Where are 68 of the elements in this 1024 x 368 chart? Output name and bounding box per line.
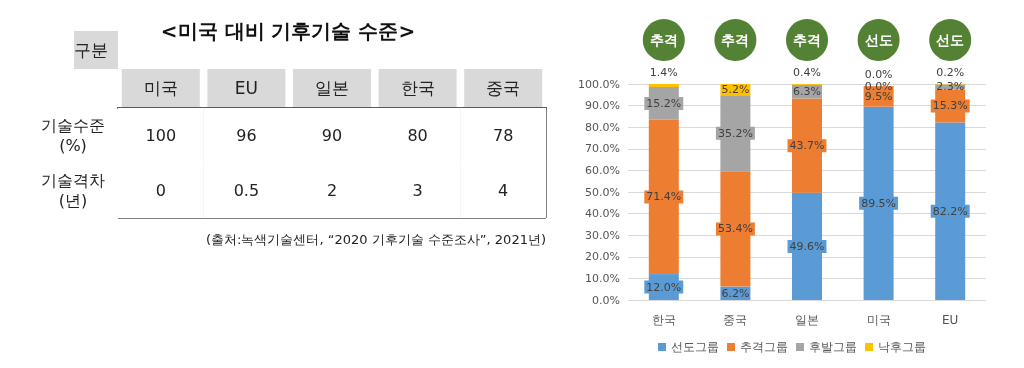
- data-label: 6.2%: [721, 286, 750, 300]
- data-label: 12.0%: [646, 280, 682, 294]
- bar: [935, 122, 966, 300]
- legend-label: 선도그룹: [671, 340, 719, 354]
- data-label: 100: [145, 126, 177, 145]
- bar: [648, 119, 679, 275]
- text: 추격: [721, 32, 750, 48]
- data-label: 43.7%: [789, 139, 825, 153]
- legend-label: 추격그룹: [740, 340, 788, 354]
- y-tick-label: 0.0%: [592, 293, 620, 307]
- data-label: 90: [321, 126, 343, 145]
- text: 선도: [936, 32, 965, 48]
- x-tick-label: 중국: [723, 313, 748, 327]
- data-label: 4: [498, 181, 509, 200]
- y-tick-label: 100.0%: [578, 77, 620, 91]
- data-label: 53.4%: [717, 222, 753, 236]
- bar: [863, 106, 894, 300]
- data-label: 0.5: [233, 181, 260, 200]
- y-tick-label: 90.0%: [585, 99, 620, 113]
- data-label: 0.2%: [936, 66, 965, 79]
- data-label: 0.4%: [793, 66, 821, 79]
- data-label: 6.3%: [793, 85, 821, 99]
- data-label: 1.4%: [649, 66, 678, 79]
- y-tick-label: 30.0%: [585, 228, 620, 242]
- data-label: 78: [493, 126, 514, 145]
- x-tick-label: 한국: [651, 313, 676, 327]
- data-label: 2: [326, 181, 338, 200]
- legend-label: 낙후그룹: [878, 340, 926, 354]
- data-label: 0.0%: [864, 68, 893, 82]
- y-tick-label: 기술격차 (년): [41, 171, 105, 210]
- y-tick-label: 50.0%: [585, 185, 620, 199]
- x-tick-label: EU: [942, 313, 959, 327]
- x-tick-label: 중국: [486, 78, 521, 98]
- text: 추격: [793, 32, 821, 48]
- data-label: 96: [236, 126, 257, 145]
- data-label: 0: [155, 181, 166, 200]
- y-tick-label: 10.0%: [585, 271, 620, 285]
- data-label: 89.5%: [861, 196, 897, 210]
- bar: [648, 84, 679, 88]
- data-label: 82.2%: [932, 204, 968, 218]
- y-tick-label: 70.0%: [585, 142, 620, 156]
- data-label: 2.3%: [936, 80, 965, 94]
- x-tick-label: 미국: [143, 78, 178, 98]
- text: 추격: [649, 32, 678, 48]
- x-tick-label: 일본: [315, 78, 349, 98]
- data-label: 15.3%: [932, 99, 968, 113]
- text: (출처:녹색기술센터, “2020 기후기술 수준조사”, 2021년): [206, 232, 547, 247]
- data-label: 80: [407, 126, 428, 145]
- data-label: 35.2%: [717, 126, 753, 140]
- data-label: 71.4%: [646, 190, 682, 204]
- y-tick-label: 40.0%: [585, 207, 620, 221]
- y-tick-label: 60.0%: [585, 163, 620, 177]
- x-tick-label: 한국: [400, 78, 435, 98]
- x-tick-label: 일본: [795, 313, 819, 327]
- data-label: 49.6%: [789, 239, 825, 253]
- data-label: 15.2%: [646, 96, 682, 110]
- data-label: 5.2%: [721, 83, 750, 97]
- data-label: 9.5%: [864, 89, 893, 103]
- y-tick-label: 기술수준 (%): [41, 116, 105, 155]
- y-axis-title: 구분: [74, 40, 108, 61]
- chart-title: <미국 대비 기후기술 수준>: [160, 19, 416, 43]
- x-tick-label: 미국: [866, 313, 891, 327]
- x-tick-label: EU: [234, 78, 258, 98]
- y-tick-label: 80.0%: [585, 120, 620, 134]
- y-tick-label: 20.0%: [585, 250, 620, 264]
- legend-label: 후발그룹: [809, 340, 857, 354]
- data-label: 3: [412, 181, 423, 200]
- text: 선도: [864, 32, 893, 48]
